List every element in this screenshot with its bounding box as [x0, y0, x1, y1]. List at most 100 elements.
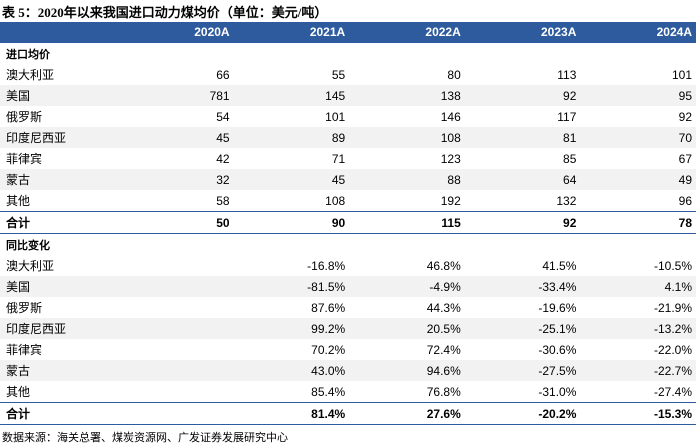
value-cell: -33.4% — [464, 276, 581, 297]
value-cell: 138 — [349, 85, 465, 106]
empty-cell — [118, 402, 234, 425]
value-cell: 80 — [447, 67, 461, 82]
value-cell: -27.5% — [464, 360, 581, 381]
value-cell: -22.7% — [580, 360, 696, 381]
row-label: 俄罗斯 — [6, 301, 43, 315]
value-cell: 781 — [118, 85, 234, 106]
value-cell: 45 — [118, 127, 234, 148]
section-row: 同比变化 — [0, 233, 696, 255]
section-title: 进口均价 — [0, 42, 696, 64]
value-cell: -16.8% — [307, 258, 346, 273]
value-cell: 27.6% — [349, 402, 465, 425]
source-note: 数据来源：海关总署、煤炭资源网、广发证券发展研究中心 — [2, 432, 288, 444]
value-cell: 54 — [216, 109, 230, 124]
value-cell: 49 — [580, 169, 696, 190]
value-cell: 117 — [557, 109, 577, 124]
row-label: 澳大利亚 — [6, 259, 55, 273]
value-cell: 32 — [118, 169, 234, 190]
value-cell: 101 — [325, 109, 346, 124]
value-cell: 67 — [678, 151, 692, 166]
value-cell: 113 — [557, 67, 577, 82]
data-row: 其他 85.4% 76.8% -31.0% -27.4% — [0, 381, 696, 403]
value-cell: 87.6% — [311, 300, 346, 315]
data-row: 澳大利亚 -16.8% 46.8% 41.5% -10.5% — [0, 255, 696, 276]
row-label: 俄罗斯 — [6, 110, 43, 124]
data-row: 蒙古 32 45 88 64 49 — [0, 169, 696, 190]
value-cell: 66 — [216, 67, 230, 82]
value-cell: 78 — [580, 211, 696, 234]
table-title: 表 5：2020年以来我国进口动力煤均价（单位：美元/吨） — [2, 5, 328, 20]
value-cell: 81.4% — [233, 402, 350, 425]
value-cell: 90 — [233, 211, 350, 234]
value-cell: 85.4% — [311, 384, 346, 399]
data-row: 印度尼西亚 45 89 108 81 70 — [0, 127, 696, 148]
value-cell: 81 — [464, 127, 581, 148]
empty-cell — [118, 339, 234, 360]
empty-cell — [118, 297, 234, 318]
value-cell: 44.3% — [426, 300, 461, 315]
value-cell: -21.9% — [653, 300, 692, 315]
data-row: 蒙古 43.0% 94.6% -27.5% -22.7% — [0, 360, 696, 381]
row-label: 其他 — [6, 194, 31, 208]
value-cell: 58 — [216, 193, 230, 208]
row-label: 美国 — [0, 85, 118, 106]
value-cell: -20.2% — [464, 402, 581, 425]
value-cell: -22.0% — [653, 342, 692, 357]
value-cell: -25.1% — [464, 318, 581, 339]
value-cell: 72.4% — [426, 342, 461, 357]
value-cell: 46.8% — [426, 258, 461, 273]
header-row: 2020A 2021A 2022A 2023A 2024A — [0, 22, 696, 43]
section-row: 进口均价 — [0, 42, 696, 64]
value-cell: 55 — [331, 67, 346, 82]
data-table: 2020A 2021A 2022A 2023A 2024A 进口均价澳大利亚 66 55 80… — [0, 22, 696, 425]
row-label: 菲律宾 — [6, 343, 43, 357]
value-cell: 92 — [678, 109, 692, 124]
value-cell: 108 — [349, 127, 465, 148]
column-header: 2024A — [580, 22, 696, 43]
value-cell: -4.9% — [349, 276, 465, 297]
value-cell: -13.2% — [580, 318, 696, 339]
value-cell: 42 — [216, 151, 230, 166]
total-row: 合计 81.4% 27.6% -20.2% -15.3% — [0, 402, 696, 425]
row-label: 其他 — [6, 385, 31, 399]
value-cell: -30.6% — [538, 342, 577, 357]
value-cell: -15.3% — [580, 402, 696, 425]
empty-cell — [118, 360, 234, 381]
value-cell: 94.6% — [349, 360, 465, 381]
header-cell — [0, 22, 118, 43]
data-row: 菲律宾 70.2% 72.4% -30.6% -22.0% — [0, 339, 696, 360]
value-cell: 89 — [233, 127, 350, 148]
column-header: 2022A — [349, 22, 465, 43]
value-cell: 20.5% — [349, 318, 465, 339]
value-cell: 132 — [556, 193, 577, 208]
value-cell: 92 — [464, 85, 581, 106]
value-cell: -19.6% — [538, 300, 577, 315]
empty-cell — [118, 318, 234, 339]
data-row: 菲律宾 42 71 123 85 67 — [0, 148, 696, 169]
data-row: 美国 -81.5% -4.9% -33.4% 4.1% — [0, 276, 696, 297]
value-cell: 115 — [349, 211, 465, 234]
data-row: 美国 781 145 138 92 95 — [0, 85, 696, 106]
value-cell: 192 — [440, 193, 461, 208]
row-label: 蒙古 — [0, 169, 118, 190]
value-cell: 4.1% — [580, 276, 696, 297]
total-row: 合计 50 90 115 92 78 — [0, 211, 696, 234]
row-label: 印度尼西亚 — [0, 127, 118, 148]
value-cell: 99.2% — [233, 318, 350, 339]
data-row: 印度尼西亚 99.2% 20.5% -25.1% -13.2% — [0, 318, 696, 339]
value-cell: 145 — [233, 85, 350, 106]
row-label: 合计 — [0, 402, 118, 425]
column-header: 2020A — [118, 22, 234, 43]
data-row: 俄罗斯 54 101 146 117 92 — [0, 106, 696, 127]
data-row: 澳大利亚 66 55 80 113 101 — [0, 64, 696, 85]
row-label: 印度尼西亚 — [0, 318, 118, 339]
value-cell: 85 — [563, 151, 577, 166]
column-header: 2021A — [233, 22, 350, 43]
value-cell: 123 — [440, 151, 461, 166]
value-cell: 76.8% — [426, 384, 461, 399]
value-cell: 70.2% — [311, 342, 346, 357]
data-row: 其他 58 108 192 132 96 — [0, 190, 696, 212]
value-cell: 70 — [580, 127, 696, 148]
empty-cell — [118, 255, 234, 276]
